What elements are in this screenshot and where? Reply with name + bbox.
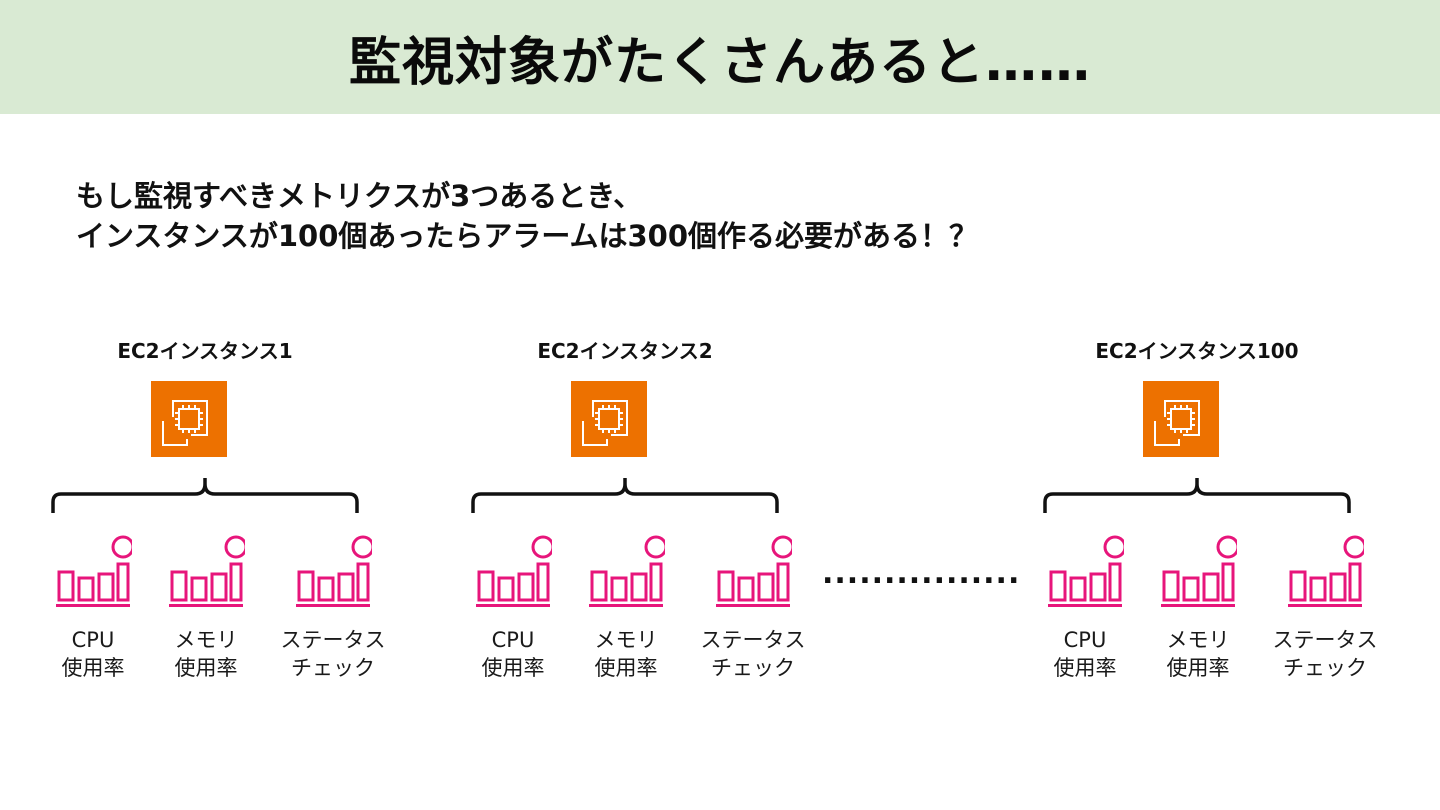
instance-group-1: EC2インスタンス1 CPU 使用率	[35, 336, 386, 696]
metric-status-check: ステータス チェック	[1263, 534, 1387, 682]
cloudwatch-metric-icon	[169, 535, 245, 607]
metric-label: メモリ 使用率	[174, 628, 238, 680]
metric-label: メモリ 使用率	[1166, 628, 1230, 680]
intro-text: もし監視すべきメトリクスが3つあるとき、 インスタンスが100個あったらアラーム…	[76, 176, 1376, 256]
metric-cpu: CPU 使用率	[465, 534, 561, 682]
metric-label: ステータス チェック	[280, 628, 386, 680]
cloudwatch-metric-icon	[589, 535, 665, 607]
ec2-chip-icon	[1143, 381, 1219, 457]
instance-group-100: EC2インスタンス100 CPU 使用率	[1027, 336, 1378, 696]
bracket-brace	[1043, 478, 1351, 513]
cloudwatch-metric-icon	[56, 535, 132, 607]
slide-title: 監視対象がたくさんあると……	[348, 32, 1091, 93]
ec2-chip-icon	[151, 381, 227, 457]
cloudwatch-metric-icon	[716, 535, 792, 607]
instance-label: EC2インスタンス1	[117, 339, 293, 363]
cloudwatch-metric-icon	[1161, 535, 1237, 607]
metric-label: ステータス チェック	[700, 628, 806, 680]
metric-label: CPU 使用率	[481, 628, 545, 680]
metric-status-check: ステータス チェック	[271, 534, 395, 682]
metric-memory: メモリ 使用率	[158, 534, 254, 682]
ec2-chip-icon	[571, 381, 647, 457]
metric-label: CPU 使用率	[1053, 628, 1117, 680]
metric-label: CPU 使用率	[61, 628, 125, 680]
cloudwatch-metric-icon	[476, 535, 552, 607]
intro-line-2: インスタンスが100個あったらアラームは300個作る必要がある！？	[76, 219, 979, 253]
title-bar: 監視対象がたくさんあると……	[0, 0, 1440, 114]
cloudwatch-metric-icon	[1288, 535, 1364, 607]
metric-cpu: CPU 使用率	[45, 534, 141, 682]
bracket-brace	[51, 478, 359, 513]
metric-label: メモリ 使用率	[594, 628, 658, 680]
ellipsis-dots: ................	[822, 556, 1021, 591]
instance-label: EC2インスタンス2	[537, 339, 713, 363]
metric-cpu: CPU 使用率	[1037, 534, 1133, 682]
metric-memory: メモリ 使用率	[578, 534, 674, 682]
intro-line-1: もし監視すべきメトリクスが3つあるとき、	[76, 179, 643, 213]
instance-group-2: EC2インスタンス2 CPU 使用率	[455, 336, 806, 696]
cloudwatch-metric-icon	[1048, 535, 1124, 607]
metric-memory: メモリ 使用率	[1150, 534, 1246, 682]
bracket-brace	[471, 478, 779, 513]
cloudwatch-metric-icon	[296, 535, 372, 607]
metric-status-check: ステータス チェック	[691, 534, 815, 682]
instance-label: EC2インスタンス100	[1095, 339, 1299, 363]
metric-label: ステータス チェック	[1272, 628, 1378, 680]
